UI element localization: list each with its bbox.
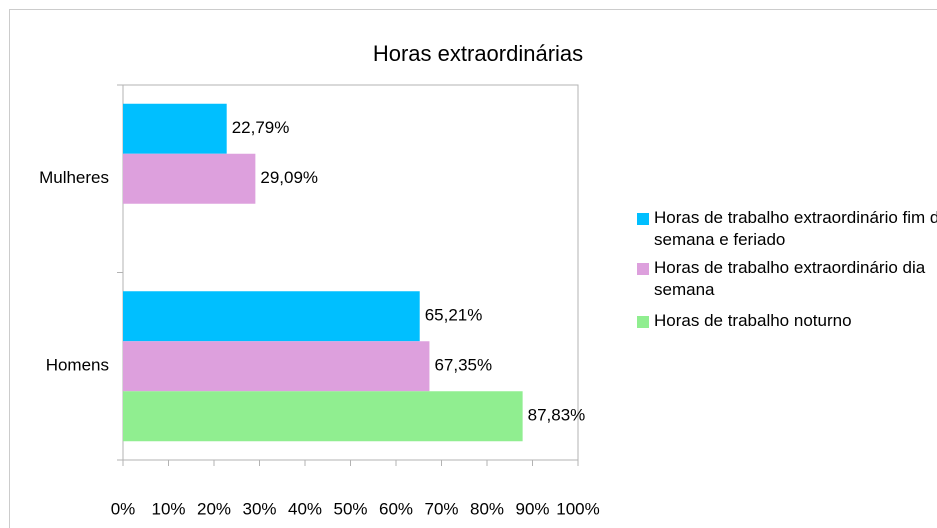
bar bbox=[123, 103, 227, 154]
data-label: 65,21% bbox=[425, 306, 483, 325]
x-tick-label: 80% bbox=[470, 499, 504, 518]
x-tick-label: 10% bbox=[151, 499, 185, 518]
legend-label: Horas de trabalho extraordinário fim de s… bbox=[654, 208, 937, 249]
x-tick-label: 60% bbox=[379, 499, 413, 518]
data-label: 29,09% bbox=[260, 168, 318, 187]
legend-label: Horas de trabalho noturno bbox=[654, 311, 852, 330]
bar bbox=[123, 291, 420, 342]
x-tick-label: 0% bbox=[111, 499, 136, 518]
chart-title: Horas extraordinárias bbox=[373, 41, 583, 66]
x-tick-label: 50% bbox=[333, 499, 367, 518]
x-tick-label: 40% bbox=[288, 499, 322, 518]
legend-swatch bbox=[637, 316, 649, 328]
x-tick-label: 20% bbox=[197, 499, 231, 518]
data-label: 67,35% bbox=[434, 356, 492, 375]
x-tick-label: 90% bbox=[515, 499, 549, 518]
legend-label: Horas de trabalho extraordinário dia sema… bbox=[654, 258, 926, 299]
bar bbox=[123, 391, 523, 442]
bar bbox=[123, 341, 430, 392]
x-tick-label: 70% bbox=[424, 499, 458, 518]
legend-swatch bbox=[637, 263, 649, 275]
y-tick-label: Mulheres bbox=[39, 168, 109, 187]
x-tick-label: 30% bbox=[242, 499, 276, 518]
bar bbox=[123, 153, 256, 204]
x-tick-label: 100% bbox=[556, 499, 599, 518]
data-label: 22,79% bbox=[232, 118, 290, 137]
legend-swatch bbox=[637, 213, 649, 225]
y-tick-label: Homens bbox=[46, 356, 109, 375]
data-label: 87,83% bbox=[528, 406, 586, 425]
frame bbox=[9, 9, 937, 528]
